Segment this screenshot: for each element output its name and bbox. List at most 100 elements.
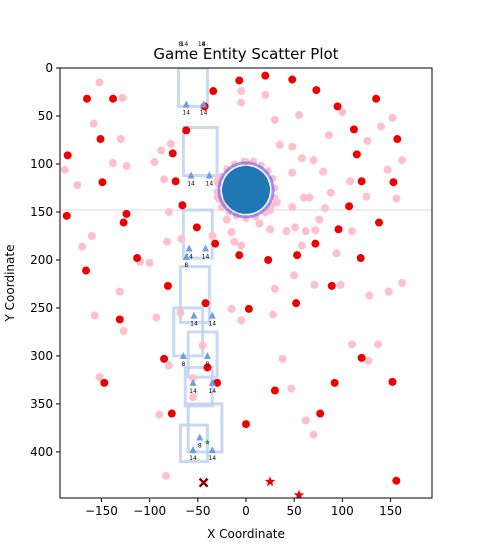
y-tick-label: 150	[30, 205, 53, 219]
pink-point	[164, 361, 173, 370]
enemy-point	[82, 94, 91, 103]
enemy-point	[62, 211, 71, 220]
enemy-point	[345, 202, 354, 211]
enemy-point	[357, 177, 366, 186]
enemy-point	[211, 239, 220, 248]
unit-triangle	[205, 171, 213, 179]
pink-point	[255, 219, 264, 228]
x-axis-title: X Coordinate	[207, 527, 285, 541]
enemy-point	[357, 353, 366, 362]
pink-point	[309, 156, 318, 165]
pink-point	[282, 227, 291, 236]
pink-point	[188, 393, 197, 402]
unit-label: 14	[202, 253, 210, 260]
pink-point	[230, 237, 239, 246]
enemy-point	[356, 254, 365, 263]
enemy-point	[201, 299, 210, 308]
pink-point	[310, 280, 319, 289]
unit-triangle	[185, 244, 193, 252]
enemy-point	[98, 178, 107, 187]
enemy-point	[122, 209, 131, 218]
y-tick-label: 200	[30, 253, 53, 267]
enemy-point	[203, 363, 212, 372]
x-tick-label: −50	[185, 504, 210, 518]
pink-point	[383, 165, 392, 174]
pink-point	[288, 168, 297, 177]
top-label: 14	[181, 41, 189, 48]
enemy-point	[261, 71, 270, 80]
pink-point	[388, 113, 397, 122]
pink-point	[177, 234, 186, 243]
lane-box	[177, 68, 209, 108]
enemy-point	[171, 177, 180, 186]
x-tick-label: −150	[85, 504, 118, 518]
pink-point	[309, 430, 318, 439]
enemy-point	[327, 281, 336, 290]
unit-triangle	[200, 100, 208, 108]
pink-point	[398, 279, 407, 287]
pink-point	[270, 284, 279, 293]
pink-point	[90, 311, 99, 320]
pink-point	[348, 227, 357, 236]
y-tick-label: 250	[30, 301, 53, 315]
red-star	[293, 489, 305, 498]
pink-point	[227, 304, 236, 313]
enemy-point	[109, 94, 118, 103]
enemy-point	[242, 420, 250, 429]
pink-point	[336, 280, 345, 289]
unit-label: 8	[181, 361, 185, 368]
top-label: 8	[179, 41, 183, 48]
unit-label: 14	[206, 181, 214, 188]
pink-point	[78, 242, 87, 251]
unit-label: 14	[189, 388, 197, 395]
pink-point	[301, 416, 310, 425]
pink-point	[348, 340, 357, 349]
enemy-point	[311, 239, 320, 248]
y-tick-label: 350	[30, 397, 53, 411]
unit-triangle	[208, 378, 216, 386]
y-tick-label: 0	[45, 61, 53, 75]
enemy-point	[312, 86, 321, 95]
unit-triangle	[202, 244, 210, 252]
pink-point	[363, 136, 372, 145]
enemy-point	[330, 378, 339, 387]
pink-point	[301, 227, 310, 236]
player-ring	[217, 161, 275, 219]
pink-point	[152, 313, 161, 322]
pink-point	[155, 410, 164, 419]
enemy-point	[168, 149, 177, 158]
y-axis-title: Y Coordinate	[3, 245, 17, 323]
enemy-point	[63, 151, 72, 160]
enemy-point	[292, 299, 301, 308]
enemy-point	[235, 76, 244, 85]
unit-triangle	[190, 311, 198, 319]
pink-point	[237, 87, 246, 96]
unit-triangle	[208, 311, 216, 319]
pink-point	[198, 341, 207, 350]
unit-label: 8	[184, 262, 188, 269]
pink-point	[60, 165, 69, 174]
pink-point	[311, 226, 320, 235]
pink-point	[119, 326, 128, 335]
pink-point	[160, 175, 169, 184]
pink-point	[227, 228, 236, 237]
enemy-point	[264, 255, 273, 264]
pink-point	[87, 231, 96, 240]
enemy-point	[349, 125, 358, 134]
enemy-point	[293, 251, 302, 260]
unit-label: 14	[182, 109, 190, 116]
enemy-point	[352, 150, 361, 159]
unit-label: 8	[206, 361, 210, 368]
pink-point	[374, 340, 383, 349]
x-tick-label: −100	[133, 504, 166, 518]
enemy-point	[160, 354, 169, 363]
unit-label: 14	[200, 109, 208, 116]
pink-point	[376, 122, 385, 131]
plot-frame	[59, 67, 433, 499]
enemy-point	[178, 201, 187, 210]
pink-point	[338, 108, 347, 117]
pink-point	[237, 316, 246, 325]
enemy-point	[389, 178, 398, 187]
top-label: 8	[202, 41, 206, 48]
